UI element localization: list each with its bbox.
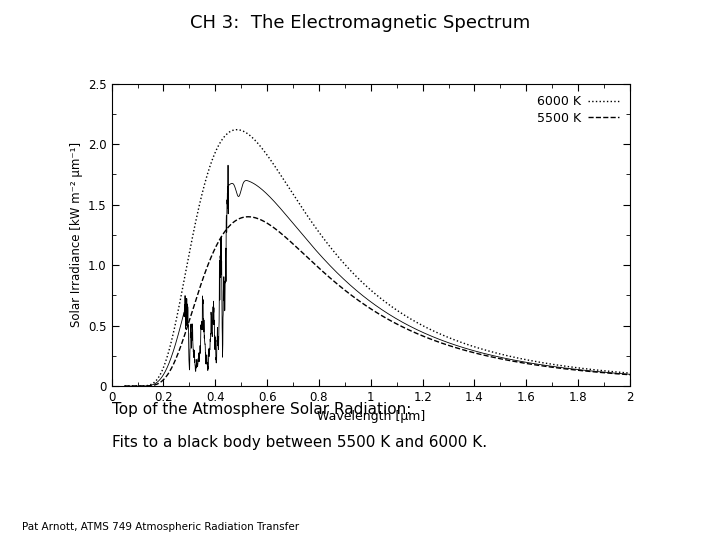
- 6000 K: [562, 363, 570, 369]
- Line: 5500 K: 5500 K: [125, 217, 630, 386]
- X-axis label: Wavelength [μm]: Wavelength [μm]: [317, 409, 425, 422]
- 6000 K: [336, 256, 345, 262]
- Text: CH 3:  The Electromagnetic Spectrum: CH 3: The Electromagnetic Spectrum: [190, 14, 530, 31]
- 5500 K: [336, 284, 345, 290]
- Text: Top of the Atmosphere Solar Radiation:: Top of the Atmosphere Solar Radiation:: [112, 402, 411, 417]
- 6000 K: [314, 228, 323, 235]
- 5500 K: [314, 265, 323, 271]
- 6000 K: [178, 287, 186, 293]
- 5500 K: [562, 366, 570, 372]
- Text: Pat Arnott, ATMS 749 Atmospheric Radiation Transfer: Pat Arnott, ATMS 749 Atmospheric Radiati…: [22, 522, 299, 532]
- 6000 K: [616, 369, 624, 375]
- 5500 K: [178, 339, 186, 346]
- 5500 K: [626, 372, 634, 378]
- 5500 K: [208, 252, 217, 258]
- Text: Fits to a black body between 5500 K and 6000 K.: Fits to a black body between 5500 K and …: [112, 435, 487, 450]
- Y-axis label: Solar Irradiance [kW m⁻² μm⁻¹]: Solar Irradiance [kW m⁻² μm⁻¹]: [70, 143, 83, 327]
- 6000 K: [120, 383, 129, 389]
- 5500 K: [120, 383, 129, 389]
- 5500 K: [244, 213, 253, 220]
- 6000 K: [208, 157, 217, 163]
- 6000 K: [233, 126, 241, 133]
- Line: 6000 K: 6000 K: [125, 130, 630, 386]
- 6000 K: [626, 370, 634, 376]
- 5500 K: [616, 371, 624, 377]
- Legend: 6000 K, 5500 K: 6000 K, 5500 K: [532, 90, 624, 130]
